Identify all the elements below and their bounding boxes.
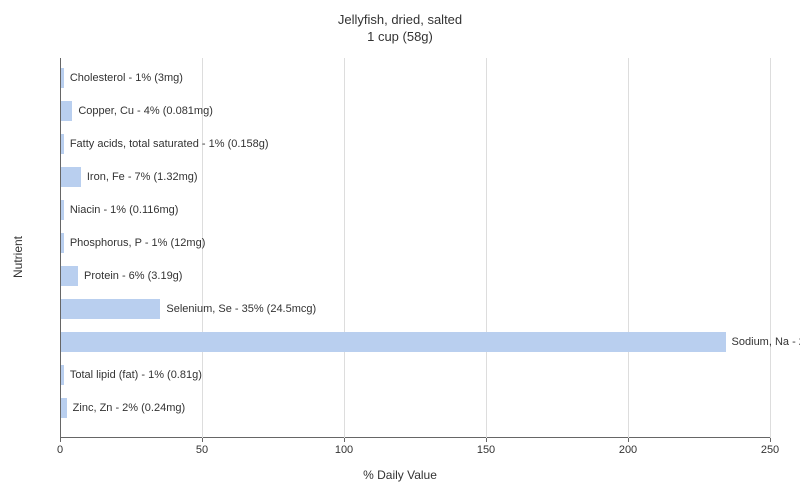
bar-label: Fatty acids, total saturated - 1% (0.158… [64,138,269,150]
bar-row: Protein - 6% (3.19g) [61,266,182,286]
bar-row: Copper, Cu - 4% (0.081mg) [61,101,213,121]
bar-label: Iron, Fe - 7% (1.32mg) [81,171,198,183]
x-tick-mark [770,438,771,442]
bar-row: Total lipid (fat) - 1% (0.81g) [61,365,202,385]
title-line-2: 1 cup (58g) [0,29,800,46]
plot-area: 050100150200250Cholesterol - 1% (3mg)Cop… [60,58,770,438]
bar [61,101,72,121]
x-tick-label: 250 [761,444,779,456]
x-tick-mark [344,438,345,442]
x-tick-mark [60,438,61,442]
bar [61,266,78,286]
bar-row: Iron, Fe - 7% (1.32mg) [61,167,198,187]
bar-row: Selenium, Se - 35% (24.5mcg) [61,299,316,319]
gridline [628,58,629,438]
bar-label: Niacin - 1% (0.116mg) [64,204,179,216]
bar-row: Zinc, Zn - 2% (0.24mg) [61,398,185,418]
bar-row: Sodium, Na - 234% (5620mg) [61,332,800,352]
bar-label: Copper, Cu - 4% (0.081mg) [72,105,213,117]
x-tick-label: 50 [196,444,208,456]
bar-row: Cholesterol - 1% (3mg) [61,68,183,88]
title-line-1: Jellyfish, dried, salted [0,12,800,29]
y-axis-label: Nutrient [11,236,25,278]
bar-label: Protein - 6% (3.19g) [78,270,182,282]
bar-label: Total lipid (fat) - 1% (0.81g) [64,369,202,381]
bar [61,167,81,187]
gridline [344,58,345,438]
x-tick-mark [628,438,629,442]
x-tick-mark [486,438,487,442]
bar-label: Phosphorus, P - 1% (12mg) [64,237,206,249]
x-tick-label: 200 [619,444,637,456]
chart-container: Jellyfish, dried, salted 1 cup (58g) Nut… [0,0,800,500]
bar-label: Sodium, Na - 234% (5620mg) [726,336,800,348]
x-axis-label: % Daily Value [363,468,437,482]
x-tick-label: 150 [477,444,495,456]
x-tick-label: 100 [335,444,353,456]
gridline [486,58,487,438]
x-axis-line [60,437,770,438]
bar-row: Fatty acids, total saturated - 1% (0.158… [61,134,269,154]
bar [61,299,160,319]
bar-label: Zinc, Zn - 2% (0.24mg) [67,402,185,414]
bar-label: Selenium, Se - 35% (24.5mcg) [160,303,316,315]
gridline [770,58,771,438]
bar-label: Cholesterol - 1% (3mg) [64,72,183,84]
chart-title: Jellyfish, dried, salted 1 cup (58g) [0,0,800,46]
bar [61,332,726,352]
bar-row: Niacin - 1% (0.116mg) [61,200,178,220]
bar-row: Phosphorus, P - 1% (12mg) [61,233,205,253]
x-tick-label: 0 [57,444,63,456]
x-tick-mark [202,438,203,442]
